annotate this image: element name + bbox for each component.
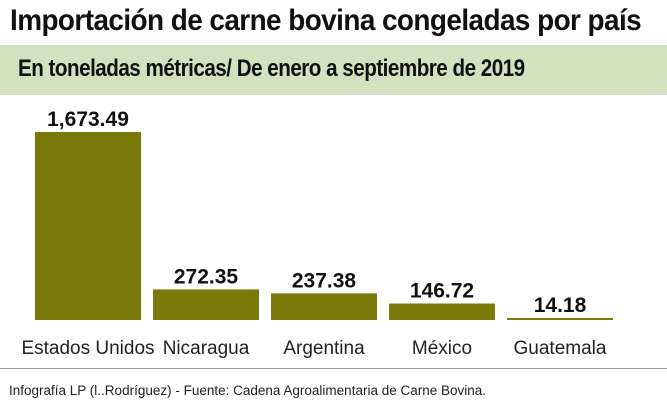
bar-2	[271, 293, 377, 320]
value-label-0: 1,673.49	[47, 108, 129, 131]
chart-subtitle: En toneladas métricas/ De enero a septie…	[18, 55, 525, 82]
subtitle-band: En toneladas métricas/ De enero a septie…	[0, 45, 667, 95]
category-label-4: Guatemala	[514, 338, 607, 359]
value-label-3: 146.72	[410, 280, 474, 303]
footer-divider	[0, 368, 667, 369]
value-label-4: 14.18	[534, 294, 587, 317]
bar-0	[35, 132, 141, 320]
category-label-3: México	[412, 338, 472, 359]
category-label-0: Estados Unidos	[21, 338, 154, 359]
chart-title: Importación de carne bovina congeladas p…	[10, 4, 642, 37]
value-label-2: 237.38	[292, 269, 357, 292]
category-label-2: Argentina	[283, 338, 365, 359]
bar-chart: 1,673.49 Estados Unidos 272.35 Nicaragua 237…	[21, 108, 613, 359]
bar-4	[507, 318, 613, 320]
value-label-1: 272.35	[174, 265, 239, 288]
bar-3	[389, 303, 495, 320]
source-note: Infografía LP (l..Rodríguez) - Fuente: C…	[9, 383, 487, 398]
bar-1	[153, 289, 259, 320]
category-label-1: Nicaragua	[163, 338, 250, 359]
